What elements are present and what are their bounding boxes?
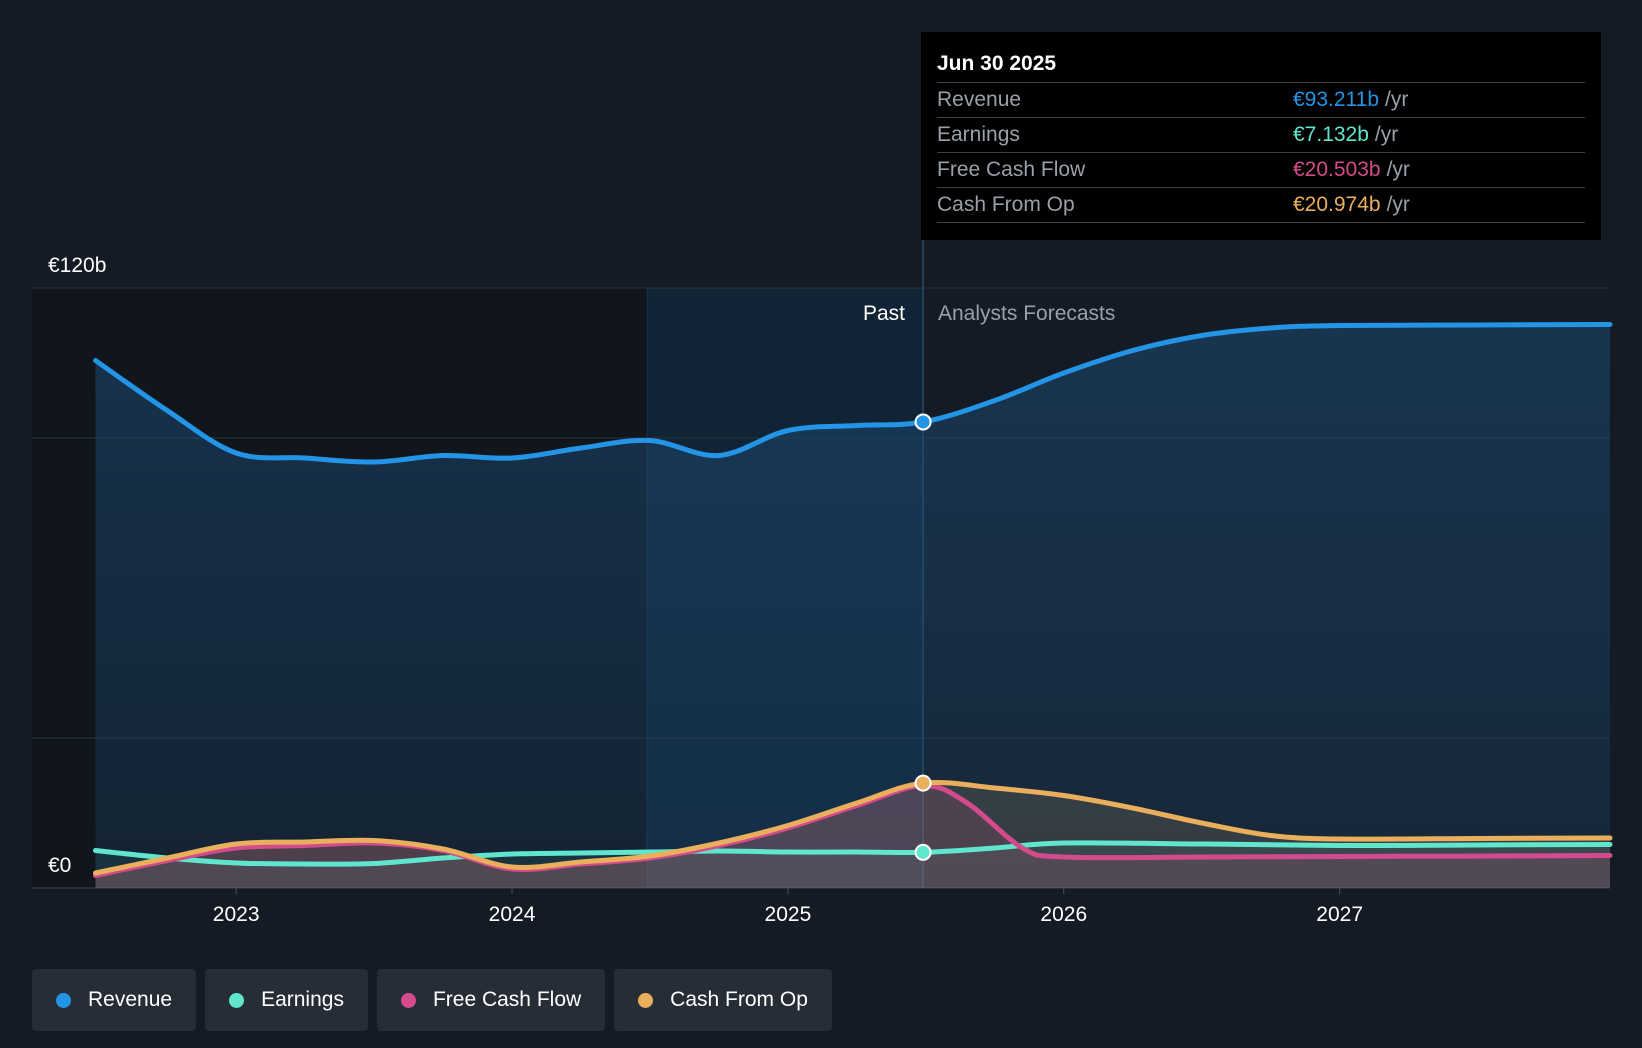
legend-label: Free Cash Flow	[432, 988, 582, 1011]
legend-item-revenue[interactable]: Revenue	[32, 969, 197, 1031]
earnings-line	[93, 840, 1613, 867]
tooltip-row-free-cash-flow: Free Cash Flow €20.503b /yr	[937, 153, 1585, 188]
x-tick-label: 2026	[1040, 903, 1087, 926]
tooltip-unit: /yr	[1386, 158, 1410, 181]
legend-dot-icon	[638, 992, 654, 1008]
legend-dot-icon	[400, 992, 416, 1008]
legend-label: Cash From Op	[670, 988, 808, 1011]
x-tick-label: 2023	[213, 903, 260, 926]
tooltip-row-earnings: Earnings €7.132b /yr	[937, 118, 1585, 153]
tooltip-label: Earnings	[937, 123, 1020, 146]
tooltip-date: Jun 30 2025	[937, 48, 1585, 83]
revenue-marker	[914, 413, 932, 431]
past-label: Past	[863, 302, 905, 325]
legend-item-cash-from-op[interactable]: Cash From Op	[614, 969, 832, 1031]
revenue-line	[93, 322, 1613, 465]
legend: Revenue Earnings Free Cash Flow Cash Fro…	[32, 969, 832, 1031]
x-tick-label: 2024	[489, 903, 536, 926]
tooltip-label: Revenue	[937, 88, 1022, 111]
revenue-area	[95, 324, 1610, 888]
cash-from-op-marker	[914, 774, 932, 792]
tooltip-unit: /yr	[1385, 88, 1409, 111]
legend-dot-icon	[229, 992, 245, 1008]
legend-label: Revenue	[88, 988, 173, 1011]
earnings-area	[95, 842, 1610, 888]
tooltip-row-revenue: Revenue €93.211b /yr	[937, 83, 1585, 118]
tooltip-unit: /yr	[1374, 123, 1399, 146]
cash-from-op-line	[93, 779, 1613, 876]
y-tick-label-zero: €0	[48, 854, 71, 877]
forecast-label: Analysts Forecasts	[938, 302, 1115, 325]
tooltip-value: €7.132b	[1293, 123, 1369, 146]
x-tick-label: 2025	[765, 903, 812, 926]
tooltip-unit: /yr	[1386, 193, 1410, 216]
tooltip-value: €93.211b	[1293, 88, 1380, 111]
tooltip-label: Free Cash Flow	[937, 158, 1086, 181]
legend-label: Earnings	[261, 988, 344, 1011]
tooltip-row-cash-from-op: Cash From Op €20.974b /yr	[937, 188, 1585, 223]
chart: €120b €0 Past Analysts Forecasts 2023 20…	[32, 240, 1613, 926]
legend-item-free-cash-flow[interactable]: Free Cash Flow	[376, 969, 606, 1031]
tooltip-value: €20.974b	[1293, 193, 1381, 216]
earnings-marker	[914, 843, 932, 861]
tooltip-value: €20.503b	[1293, 158, 1381, 181]
legend-dot-icon	[56, 992, 71, 1008]
x-tick-label: 2027	[1316, 903, 1363, 926]
tooltip: Jun 30 2025 Revenue €93.211b /yr Earning…	[921, 32, 1601, 240]
legend-item-earnings[interactable]: Earnings	[205, 969, 368, 1031]
y-tick-label-top: €120b	[48, 254, 106, 277]
free-cash-flow-area	[95, 785, 1610, 888]
tooltip-label: Cash From Op	[937, 193, 1075, 216]
